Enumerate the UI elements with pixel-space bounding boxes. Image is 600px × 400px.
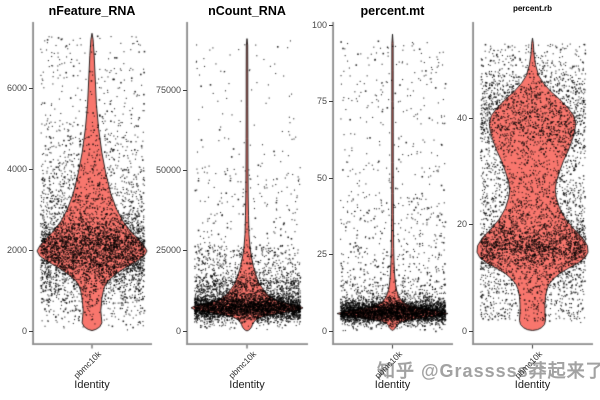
y-tick-label: 50000: [155, 164, 181, 175]
y-tick-mark: [183, 330, 187, 332]
panel-title-nfeature-rna: nFeature_RNA: [48, 4, 136, 18]
y-tick-mark: [469, 224, 473, 225]
y-tick-mark: [329, 177, 333, 179]
x-axis-title-identity: Identity: [514, 379, 551, 391]
y-tick-label: 0: [175, 325, 181, 336]
y-tick-mark: [329, 254, 333, 255]
y-tick-label: 25000: [155, 245, 181, 256]
y-tick-label: 6000: [6, 82, 27, 93]
y-tick-mark: [29, 87, 33, 89]
y-tick-label: 0: [21, 325, 27, 336]
y-tick-mark: [469, 330, 473, 332]
y-tick-mark: [329, 101, 333, 102]
x-axis-title-identity: Identity: [374, 379, 411, 391]
panel-title-percent-rb: percent.rb: [512, 4, 553, 13]
panel-title-percent-mt: percent.mt: [360, 4, 425, 18]
y-tick-mark: [29, 168, 33, 170]
y-tick-label: 75: [316, 96, 327, 106]
zhihu-watermark: 知乎 @Grasssss莽起来了: [377, 361, 600, 381]
y-tick-mark: [29, 249, 33, 251]
y-tick-label: 20: [456, 219, 467, 229]
y-tick-label: 50: [316, 172, 327, 183]
y-tick-mark: [29, 330, 33, 332]
y-tick-label: 75000: [155, 84, 181, 95]
y-tick-mark: [329, 330, 333, 332]
y-tick-label: 0: [461, 325, 467, 336]
y-tick-mark: [183, 250, 187, 252]
y-tick-label: 0: [321, 325, 327, 336]
y-tick-mark: [469, 117, 473, 119]
y-tick-label: 4000: [6, 163, 27, 174]
y-tick-mark: [329, 24, 333, 26]
panel-title-ncount-rna: nCount_RNA: [208, 4, 286, 18]
y-tick-mark: [183, 169, 187, 171]
y-tick-label: 2000: [6, 244, 27, 255]
x-axis-title-identity: Identity: [229, 379, 265, 391]
y-tick-label: 100: [311, 19, 327, 30]
x-axis-title-identity: Identity: [74, 379, 110, 391]
y-tick-label: 40: [456, 112, 467, 123]
y-tick-label: 25: [316, 249, 327, 259]
y-tick-mark: [183, 89, 187, 91]
